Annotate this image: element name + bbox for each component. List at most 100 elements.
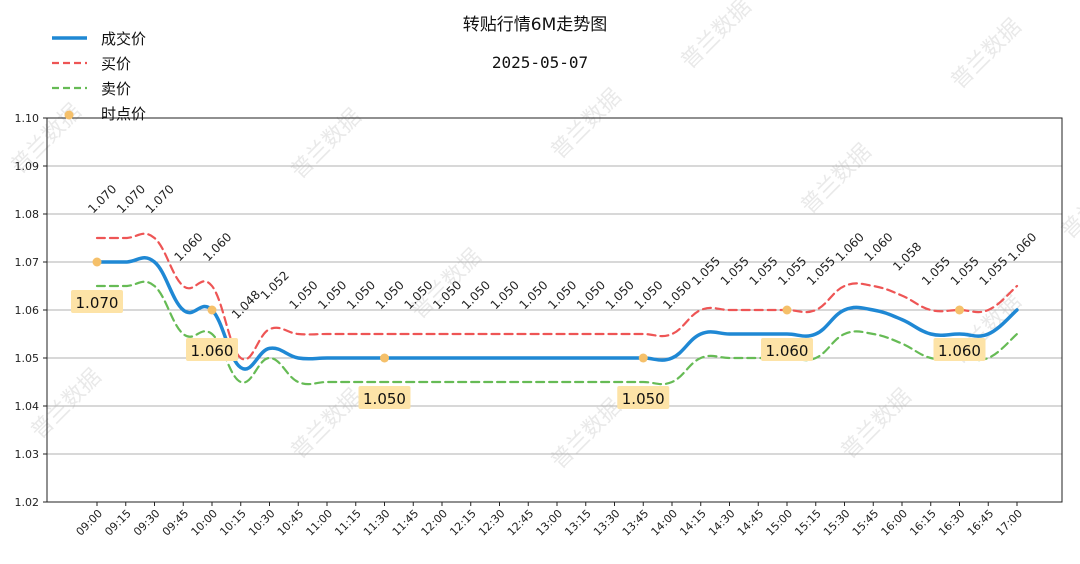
data-label: 1.055 <box>948 254 982 288</box>
data-label: 1.050 <box>516 278 550 312</box>
data-label: 1.052 <box>258 268 292 302</box>
watermark-text: 普兰数据 <box>837 384 917 464</box>
y-axis: 1.02 1.03 1.04 1.05 1.06 1.07 1.08 1.09 1.10 <box>15 112 47 509</box>
data-labels: 1.0701.0701.0701.0601.0601.0481.0521.050… <box>85 182 1039 322</box>
point-price-annotation-box <box>761 338 813 361</box>
x-tick-label: 15:30 <box>821 507 853 539</box>
series-line-bid <box>95 232 1019 361</box>
data-label: 1.060 <box>171 230 205 264</box>
legend-label: 卖价 <box>101 80 131 98</box>
watermark-text: 普兰数据 <box>797 139 877 219</box>
point-price-annotation-text: 1.050 <box>622 390 665 408</box>
data-label: 1.050 <box>545 278 579 312</box>
x-tick-label: 16:45 <box>965 507 997 539</box>
data-label: 1.050 <box>344 278 378 312</box>
point-price-annotation-box <box>933 338 986 361</box>
data-label: 1.055 <box>976 254 1010 288</box>
data-label: 1.055 <box>718 254 752 288</box>
point-price-marker <box>638 353 648 363</box>
data-label: 1.060 <box>1005 230 1039 264</box>
x-tick-label: 14:45 <box>735 507 767 539</box>
x-tick-label: 12:30 <box>476 507 508 539</box>
watermark-text: 普兰数据 <box>547 84 627 164</box>
point-price-annotation-text: 1.050 <box>363 390 406 408</box>
x-tick-label: 16:00 <box>879 507 911 539</box>
point-price-annotation-box <box>358 386 411 409</box>
x-tick-label: 11:45 <box>390 507 422 539</box>
watermark-text: 普兰数据 <box>947 14 1027 94</box>
point-price-annotation-box <box>71 290 123 313</box>
data-label: 1.070 <box>85 182 119 216</box>
data-label: 1.070 <box>143 182 177 216</box>
data-label: 1.050 <box>315 278 349 312</box>
y-tick-label: 1.02 <box>15 496 40 509</box>
point-price-annotation-text: 1.060 <box>938 342 981 360</box>
x-tick-label: 11:00 <box>304 507 336 539</box>
x-tick-label: 11:30 <box>361 507 393 539</box>
y-tick-label: 1.07 <box>15 256 40 269</box>
point-price-annotation-box <box>186 338 238 361</box>
data-label: 1.060 <box>861 230 895 264</box>
x-tick-label: 16:30 <box>936 507 968 539</box>
data-label: 1.055 <box>775 254 809 288</box>
x-tick-label: 13:00 <box>534 507 566 539</box>
point-price-marker <box>782 305 792 315</box>
data-label: 1.050 <box>603 278 637 312</box>
point-price-annotation-text: 1.060 <box>191 342 234 360</box>
watermark-text: 普兰数据 <box>1057 164 1080 244</box>
point-price-marker <box>955 305 964 315</box>
data-label: 1.055 <box>746 254 780 288</box>
series-lines <box>95 232 1019 386</box>
point-price-annotation-text: 1.070 <box>76 294 119 312</box>
x-tick-label: 13:45 <box>620 507 652 539</box>
point-price-annotations: 1.070 1.060 1.050 1.050 1.060 1.060 <box>71 290 986 409</box>
series-line-ask <box>95 280 1019 386</box>
x-tick-label: 09:45 <box>160 507 192 539</box>
y-tick-label: 1.10 <box>15 112 40 125</box>
watermark-text: 普兰数据 <box>677 0 757 74</box>
x-tick-label: 15:15 <box>792 507 824 539</box>
legend-label: 买价 <box>101 55 131 73</box>
x-tick-label: 10:15 <box>217 507 249 539</box>
x-tick-label: 13:15 <box>562 507 594 539</box>
series-line-deal <box>95 256 1019 371</box>
x-tick-label: 14:00 <box>649 507 681 539</box>
y-tick-label: 1.09 <box>15 160 40 173</box>
legend-label: 时点价 <box>101 105 146 123</box>
data-label: 1.070 <box>114 182 148 216</box>
x-tick-label: 17:00 <box>994 507 1026 539</box>
x-tick-label: 11:15 <box>332 507 364 539</box>
data-label: 1.055 <box>689 254 723 288</box>
point-price-marker <box>207 305 217 315</box>
data-label: 1.050 <box>286 278 320 312</box>
y-tick-label: 1.08 <box>15 208 40 221</box>
y-tick-label: 1.05 <box>15 352 40 365</box>
x-tick-label: 12:00 <box>419 507 451 539</box>
x-tick-label: 09:15 <box>102 507 134 539</box>
x-tick-label: 10:45 <box>275 507 307 539</box>
watermark-text: 普兰数据 <box>287 104 367 184</box>
data-label: 1.050 <box>660 278 694 312</box>
data-label: 1.050 <box>574 278 608 312</box>
point-price-marker <box>92 257 102 267</box>
chart-title: 转贴行情6M走势图 <box>463 15 607 35</box>
point-price-annotation-text: 1.060 <box>766 342 809 360</box>
x-tick-label: 09:30 <box>131 507 163 539</box>
data-label: 1.055 <box>804 254 838 288</box>
y-tick-label: 1.04 <box>15 400 40 413</box>
data-label: 1.055 <box>919 254 953 288</box>
data-label: 1.050 <box>631 278 665 312</box>
point-price-marker <box>380 353 389 363</box>
x-tick-label: 14:15 <box>677 507 709 539</box>
x-tick-label: 16:15 <box>907 507 939 539</box>
data-label: 1.060 <box>200 230 234 264</box>
x-tick-label: 15:00 <box>764 507 796 539</box>
x-axis: 09:0009:1509:3009:4510:0010:1510:3010:45… <box>74 502 1026 539</box>
x-tick-label: 12:45 <box>505 507 537 539</box>
y-tick-label: 1.06 <box>15 304 40 317</box>
x-tick-label: 14:30 <box>706 507 738 539</box>
point-price-markers <box>92 257 964 363</box>
point-price-annotation-box <box>617 386 670 409</box>
